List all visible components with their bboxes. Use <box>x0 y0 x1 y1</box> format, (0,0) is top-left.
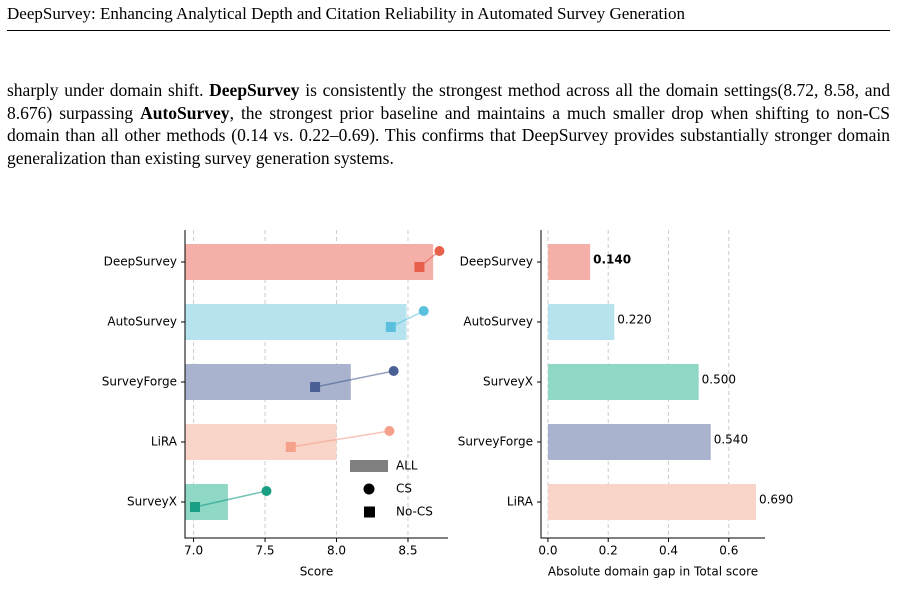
no-cs-point <box>310 382 321 392</box>
body-paragraph: sharply under domain shift. DeepSurvey i… <box>7 79 890 169</box>
text: , the strongest prior baseline and maint… <box>7 102 890 168</box>
axis <box>184 230 448 539</box>
no-cs-point <box>285 442 296 452</box>
x-axis-label: Absolute domain gap in Total score <box>548 565 758 579</box>
bar <box>547 484 756 520</box>
value-label: 0.690 <box>759 493 793 507</box>
x-tick-label: 8.5 <box>398 544 417 558</box>
y-tick-label: SurveyX <box>127 495 177 509</box>
x-tick-label: 7.0 <box>184 544 203 558</box>
axis <box>540 230 765 539</box>
cs-point <box>384 426 395 436</box>
legend-label: No-CS <box>396 505 433 519</box>
y-tick-label: AutoSurvey <box>107 315 177 329</box>
legend-swatch <box>350 460 388 472</box>
value-label: 0.140 <box>593 253 631 267</box>
y-tick-label: LiRA <box>151 435 178 449</box>
no-cs-point <box>385 322 396 332</box>
y-tick-label: DeepSurvey <box>460 255 533 269</box>
legend-label: CS <box>396 482 412 496</box>
bar <box>185 304 407 340</box>
legend-label: ALL <box>396 459 418 473</box>
cs-point <box>388 366 399 376</box>
no-cs-point <box>190 502 201 512</box>
bar <box>185 244 434 280</box>
y-tick-label: DeepSurvey <box>104 255 177 269</box>
connector <box>314 370 394 388</box>
bar <box>547 244 591 280</box>
x-tick-label: 0.0 <box>538 544 557 558</box>
y-tick-label: LiRA <box>507 495 534 509</box>
connector <box>290 430 390 448</box>
bar <box>547 364 699 400</box>
x-tick-label: 0.4 <box>659 544 678 558</box>
x-tick-label: 0.2 <box>599 544 618 558</box>
running-header: DeepSurvey: Enhancing Analytical Depth a… <box>7 4 890 31</box>
bar <box>185 424 337 460</box>
bold-text: AutoSurvey <box>140 102 230 123</box>
bar <box>185 364 351 400</box>
y-tick-label: AutoSurvey <box>463 315 533 329</box>
text: sharply under domain shift. <box>7 80 210 100</box>
y-tick-label: SurveyX <box>483 375 533 389</box>
value-label: 0.220 <box>617 313 651 327</box>
x-axis-label: Score <box>300 565 334 579</box>
value-label: 0.500 <box>702 373 736 387</box>
x-tick-label: 0.6 <box>719 544 738 558</box>
bar <box>547 424 711 460</box>
no-cs-point <box>414 262 425 272</box>
cs-point <box>418 306 429 316</box>
legend-swatch <box>363 483 375 495</box>
y-tick-label: SurveyForge <box>458 435 533 449</box>
cs-point <box>434 246 445 256</box>
x-tick-label: 7.5 <box>255 544 274 558</box>
x-tick-label: 8.0 <box>327 544 346 558</box>
value-label: 0.540 <box>714 433 748 447</box>
connector <box>390 310 425 328</box>
connector <box>194 490 267 508</box>
legend-swatch <box>364 506 375 518</box>
text: is consistently the strongest method acr… <box>7 80 890 123</box>
cs-point <box>261 486 272 496</box>
y-tick-label: SurveyForge <box>102 375 177 389</box>
bold-text: DeepSurvey <box>209 80 300 100</box>
bar <box>547 304 615 340</box>
